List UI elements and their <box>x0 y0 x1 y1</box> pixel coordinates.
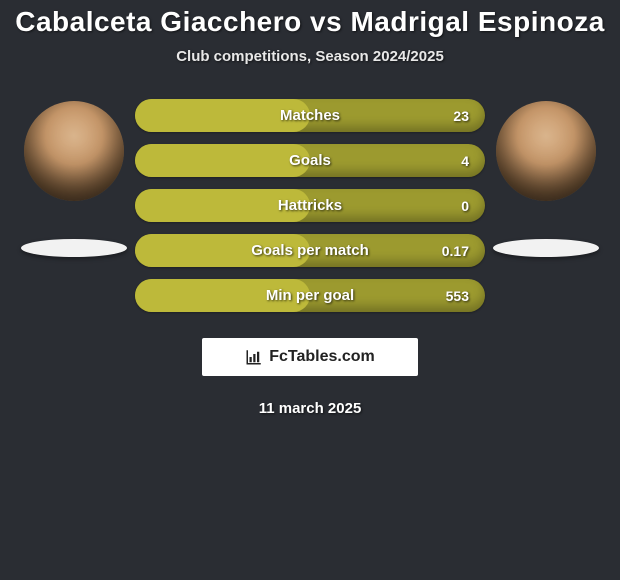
compare-row: Matches 23 Goals 4 Hattricks 0 Goals per match… <box>0 95 620 312</box>
stat-label: Min per goal <box>266 287 354 304</box>
stat-label: Hattricks <box>278 197 342 214</box>
stat-label: Goals <box>289 152 331 169</box>
stat-label: Goals per match <box>251 242 369 259</box>
stat-bar: Goals per match 0.17 <box>135 234 485 267</box>
stats-column: Matches 23 Goals 4 Hattricks 0 Goals per match… <box>135 95 485 312</box>
chart-icon <box>245 348 263 366</box>
stat-value: 0.17 <box>442 243 469 259</box>
stat-value: 4 <box>461 153 469 169</box>
stat-value: 0 <box>461 198 469 214</box>
player-right-badge <box>493 239 599 257</box>
stat-bar: Matches 23 <box>135 99 485 132</box>
comparison-card: Cabalceta Giacchero vs Madrigal Espinoza… <box>0 0 620 417</box>
stat-bar: Min per goal 553 <box>135 279 485 312</box>
stat-label: Matches <box>280 107 340 124</box>
stat-fill <box>135 144 310 177</box>
stat-bar: Goals 4 <box>135 144 485 177</box>
brand-box[interactable]: FcTables.com <box>202 338 418 376</box>
stat-bar: Hattricks 0 <box>135 189 485 222</box>
player-left-col <box>21 95 127 257</box>
player-right-avatar <box>496 101 596 201</box>
player-left-avatar <box>24 101 124 201</box>
subtitle: Club competitions, Season 2024/2025 <box>0 48 620 65</box>
stat-value: 553 <box>446 288 469 304</box>
date-line: 11 march 2025 <box>0 400 620 417</box>
page-title: Cabalceta Giacchero vs Madrigal Espinoza <box>0 6 620 38</box>
player-right-col <box>493 95 599 257</box>
stat-value: 23 <box>453 108 469 124</box>
brand-text: FcTables.com <box>269 348 375 366</box>
player-left-badge <box>21 239 127 257</box>
